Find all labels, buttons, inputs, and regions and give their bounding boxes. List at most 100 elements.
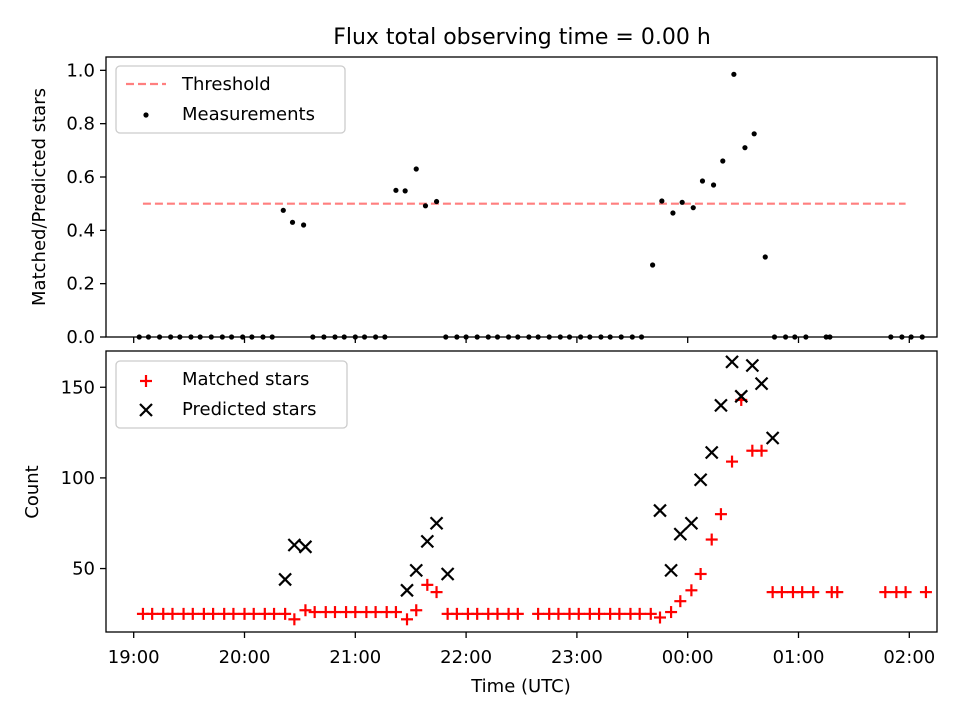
bottom-x-tick-label: 23:00 <box>551 647 603 668</box>
matched-star-point <box>247 607 260 620</box>
bottom-x-tick-label: 22:00 <box>440 647 492 668</box>
top-y-tick-label: 0.4 <box>66 220 95 241</box>
bottom-marks <box>136 355 932 626</box>
measurement-point <box>670 210 676 216</box>
predicted-star-point <box>725 355 739 369</box>
bottom-x-axis-label: Time (UTC) <box>470 676 571 697</box>
top-plot-frame <box>105 56 938 338</box>
predicted-star-point <box>664 563 678 578</box>
predicted-star-point <box>420 534 435 549</box>
predicted-star-point <box>714 398 728 413</box>
measurement-point <box>762 254 768 260</box>
matched-star-point <box>421 578 434 591</box>
legend-measurements-label: Measurements <box>182 104 315 125</box>
bottom-x-tick-label: 00:00 <box>662 647 714 668</box>
matched-star-point <box>166 607 179 620</box>
predicted-star-point <box>693 472 708 487</box>
top-y-tick-label: 0.8 <box>66 114 95 135</box>
measurement-point <box>699 178 706 184</box>
top-y-axis-label: Matched/Predicted stars <box>29 88 50 306</box>
matched-star-point <box>471 607 484 620</box>
matched-star-point <box>146 607 159 620</box>
measurement-point <box>679 199 685 205</box>
matched-star-point <box>369 606 382 619</box>
predicted-star-point <box>653 503 667 518</box>
bottom-y-ticks: 50 100 150 <box>61 377 106 580</box>
predicted-star-point <box>278 572 292 587</box>
matched-star-point <box>299 604 312 617</box>
predicted-star-point <box>298 540 313 554</box>
bottom-plot-frame <box>105 350 938 633</box>
matched-star-point <box>572 607 585 620</box>
bottom-y-tick-label: 50 <box>72 559 95 580</box>
matched-star-point <box>328 606 341 619</box>
measurement-point <box>402 188 408 194</box>
matched-star-point <box>665 606 678 619</box>
matched-star-point <box>714 508 727 521</box>
predicted-star-point <box>765 431 780 445</box>
matched-star-point <box>879 586 892 599</box>
predicted-star-point <box>754 376 769 391</box>
predicted-star-point <box>745 358 760 373</box>
measurement-point <box>393 187 399 193</box>
matched-star-point <box>511 607 524 620</box>
measurement-point <box>289 219 296 225</box>
measurement-point <box>650 262 656 268</box>
top-y-ticks: 0.0 0.2 0.4 0.6 0.8 1.0 <box>66 60 106 348</box>
matched-star-point <box>726 455 739 468</box>
bottom-x-tick-label: 21:00 <box>329 647 381 668</box>
matched-star-point <box>807 586 820 599</box>
matched-star-point <box>279 607 292 620</box>
top-y-tick-label: 0.6 <box>66 167 95 188</box>
legend-matched-swatch <box>140 375 152 387</box>
predicted-star-point <box>400 583 414 598</box>
top-y-tick-label: 0.2 <box>66 274 95 295</box>
matched-star-point <box>227 607 240 620</box>
top-panel: 0.0 0.2 0.4 0.6 0.8 1.0 Matched/Predicted sta… <box>29 56 938 348</box>
bottom-legend-box <box>115 360 348 429</box>
matched-star-point <box>796 586 809 599</box>
matched-star-point <box>919 586 932 599</box>
predicted-star-point <box>409 563 424 578</box>
top-legend-box <box>115 65 346 134</box>
bottom-y-axis-label: Count <box>22 465 43 518</box>
top-x-ticks <box>133 337 910 343</box>
legend-matched-label: Matched stars <box>182 369 309 390</box>
matched-star-point <box>410 604 423 617</box>
matched-star-point <box>694 567 707 580</box>
matched-star-point <box>705 533 718 546</box>
bottom-x-ticks: 19:00 20:00 21:00 22:00 23:00 00:00 01:00 02:00 <box>108 632 935 668</box>
measurement-point <box>742 145 748 151</box>
measurement-point <box>413 166 419 172</box>
matched-star-point <box>613 607 626 620</box>
matched-star-point <box>268 607 281 620</box>
matched-star-point <box>644 607 657 620</box>
matched-star-point <box>532 607 545 620</box>
matched-star-point <box>389 606 402 619</box>
bottom-x-tick-label: 20:00 <box>219 647 271 668</box>
matched-star-point <box>430 586 443 599</box>
bottom-panel: 50 100 150 19:00 20:00 21:00 22:00 23:00 00:00 0… <box>22 350 938 697</box>
measurement-point <box>710 182 717 188</box>
bottom-x-tick-label: 02:00 <box>883 647 935 668</box>
bottom-y-tick-label: 150 <box>61 377 95 398</box>
matched-star-point <box>633 607 646 620</box>
measurement-point <box>690 205 696 211</box>
predicted-star-point <box>734 389 749 404</box>
predicted-star-point <box>684 516 699 531</box>
matched-star-point <box>654 611 666 624</box>
predicted-star-point <box>704 445 719 460</box>
matched-star-point <box>685 584 698 597</box>
predicted-star-point <box>287 538 302 552</box>
matched-star-point <box>552 607 565 620</box>
chart-title: Flux total observing time = 0.00 h <box>333 25 711 50</box>
measurement-point <box>751 131 757 137</box>
predicted-star-point <box>429 516 444 531</box>
bottom-legend: Matched stars Predicted stars <box>115 360 348 429</box>
predicted-star-point <box>673 527 688 541</box>
measurement-point <box>659 198 665 204</box>
matched-star-point <box>831 586 844 599</box>
top-y-tick-label: 1.0 <box>66 60 95 81</box>
legend-predicted-label: Predicted stars <box>182 399 316 420</box>
